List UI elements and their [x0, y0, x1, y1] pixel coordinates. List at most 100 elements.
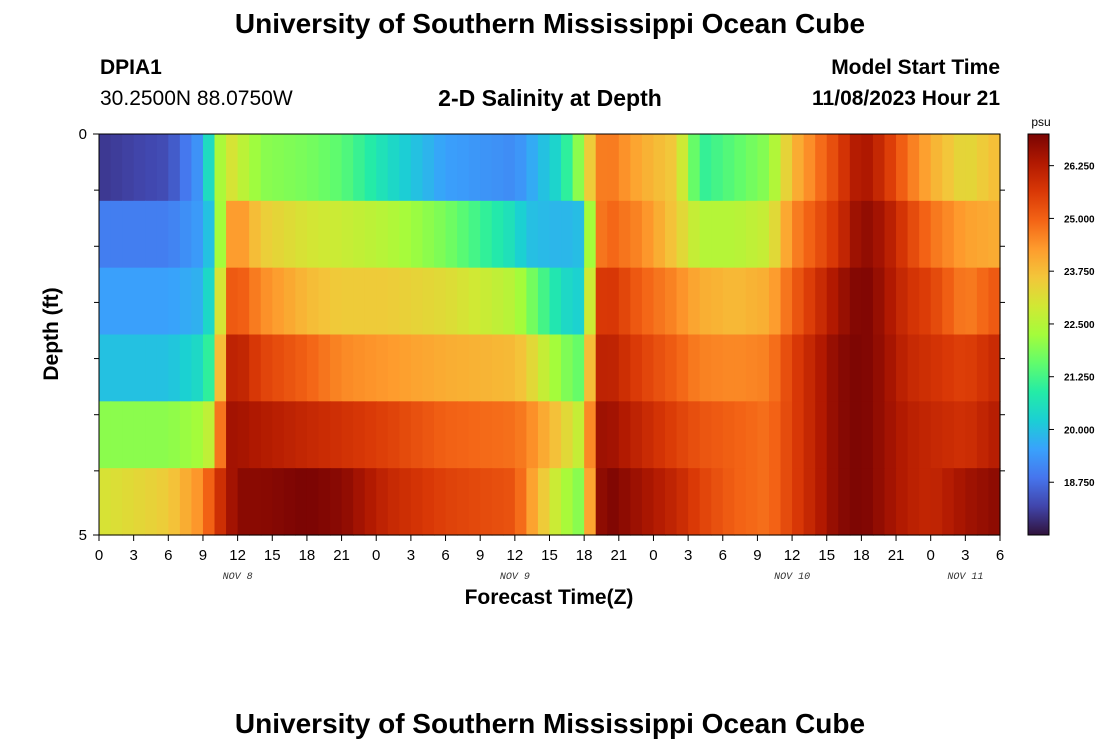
- colorbar: [1027, 133, 1050, 536]
- heatmap-cell: [260, 468, 273, 536]
- heatmap-cell: [179, 468, 193, 536]
- heatmap-cell: [584, 468, 597, 536]
- heatmap-cell: [330, 200, 343, 269]
- heatmap-cell: [688, 401, 701, 469]
- heatmap-cell: [976, 334, 990, 402]
- heatmap-cell: [688, 334, 701, 402]
- heatmap-cell: [526, 334, 539, 402]
- heatmap-cell: [699, 267, 712, 336]
- heatmap-cell: [491, 134, 504, 202]
- heatmap-cell: [711, 334, 724, 402]
- heatmap-cell: [410, 401, 424, 469]
- heatmap-cell: [306, 200, 320, 269]
- heatmap-cell: [792, 267, 805, 336]
- heatmap-cell: [341, 468, 354, 536]
- heatmap-cell: [283, 200, 296, 269]
- heatmap-cell: [514, 401, 527, 469]
- heatmap-cell: [595, 200, 608, 269]
- heatmap-cell: [826, 468, 839, 536]
- heatmap-cell: [272, 200, 285, 269]
- heatmap-cell: [965, 401, 978, 469]
- heatmap-cell: [122, 334, 135, 402]
- heatmap-cell: [757, 334, 770, 402]
- heatmap-cell: [722, 401, 735, 469]
- heatmap-cell: [387, 334, 400, 402]
- heatmap-cell: [445, 200, 458, 269]
- heatmap-cell: [341, 200, 354, 269]
- heatmap-cell: [226, 267, 239, 336]
- heatmap-cell: [630, 334, 643, 402]
- heatmap-cell: [584, 401, 597, 469]
- heatmap-cell: [295, 200, 308, 269]
- heatmap-cell: [872, 334, 886, 402]
- x-tick-label: 3: [407, 547, 415, 564]
- heatmap-cell: [919, 401, 932, 469]
- heatmap-cell: [965, 468, 978, 536]
- heatmap-cell: [699, 401, 712, 469]
- heatmap-cell: [896, 267, 909, 336]
- heatmap-cell: [618, 267, 631, 336]
- heatmap-cell: [364, 468, 377, 536]
- heatmap-cell: [919, 267, 932, 336]
- heatmap-cell: [237, 401, 250, 469]
- heatmap-cell: [283, 267, 296, 336]
- heatmap-cell: [607, 267, 620, 336]
- heatmap-cell: [514, 267, 527, 336]
- heatmap-cell: [884, 134, 897, 202]
- heatmap-cell: [618, 401, 631, 469]
- heatmap-cell: [988, 200, 1001, 269]
- y-axis-title: Depth (ft): [40, 287, 63, 380]
- colorbar-tick-label: 18.750: [1064, 478, 1095, 489]
- x-tick-label: 21: [610, 547, 627, 564]
- heatmap-cell: [295, 267, 308, 336]
- heatmap-cell: [907, 468, 920, 536]
- heatmap-cell: [780, 200, 793, 269]
- heatmap-cell: [699, 200, 712, 269]
- heatmap-cell: [214, 334, 227, 402]
- x-tick-label: 0: [649, 547, 657, 564]
- heatmap-cell: [191, 200, 204, 269]
- heatmap-cell: [133, 334, 146, 402]
- heatmap-cell: [745, 134, 759, 202]
- heatmap-cell: [572, 200, 585, 269]
- heatmap-cell: [653, 200, 666, 269]
- heatmap-cell: [202, 267, 216, 336]
- heatmap-cell: [156, 267, 169, 336]
- heatmap-cell: [226, 200, 239, 269]
- heatmap-cell: [145, 134, 158, 202]
- heatmap-cell: [191, 334, 204, 402]
- colorbar-tick-label: 21.250: [1064, 373, 1095, 384]
- heatmap-cell: [884, 267, 897, 336]
- model-start-value: 11/08/2023 Hour 21: [812, 87, 1000, 110]
- heatmap-cell: [699, 334, 712, 402]
- heatmap-cell: [99, 267, 112, 336]
- heatmap-cell: [930, 401, 943, 469]
- heatmap-cell: [838, 334, 851, 402]
- heatmap-cell: [249, 134, 262, 202]
- heatmap-cell: [607, 468, 620, 536]
- heatmap-cell: [145, 334, 158, 402]
- heatmap-cell: [780, 334, 793, 402]
- heatmap-cell: [838, 200, 851, 269]
- heatmap-cell: [722, 200, 735, 269]
- heatmap-cell: [133, 134, 146, 202]
- heatmap-cell: [468, 401, 481, 469]
- heatmap-cell: [99, 134, 112, 202]
- heatmap-cell: [237, 134, 250, 202]
- heatmap-cell: [283, 334, 296, 402]
- heatmap-cell: [630, 267, 643, 336]
- date-label: NOV 8: [223, 572, 253, 583]
- heatmap-cell: [826, 401, 839, 469]
- heatmap-cell: [514, 200, 527, 269]
- x-tick-label: 18: [299, 547, 316, 564]
- heatmap-cell: [318, 334, 331, 402]
- heatmap-cell: [988, 401, 1001, 469]
- heatmap-cell: [896, 468, 909, 536]
- heatmap-cell: [815, 200, 828, 269]
- heatmap-cell: [861, 401, 874, 469]
- y-tick-label: 0: [79, 126, 87, 143]
- heatmap-cell: [595, 134, 608, 202]
- heatmap-cell: [237, 200, 250, 269]
- heatmap-cell: [711, 200, 724, 269]
- heatmap-cell: [272, 401, 285, 469]
